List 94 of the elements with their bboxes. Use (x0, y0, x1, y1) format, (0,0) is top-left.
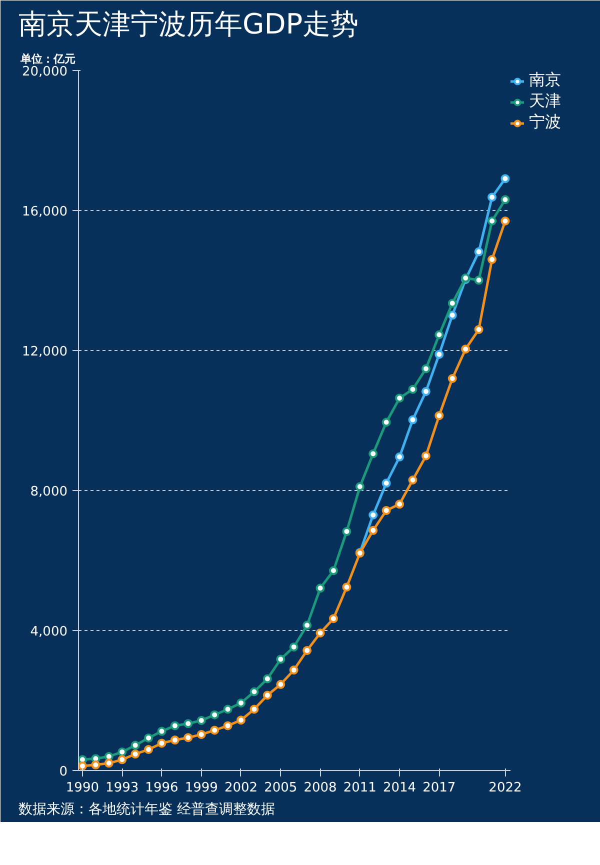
point (170, 736, 180, 745)
point (236, 716, 246, 725)
point (328, 566, 338, 576)
point (210, 710, 220, 720)
point (488, 255, 497, 264)
point (434, 411, 444, 420)
y-axis-title: 单位：亿元 (20, 52, 76, 66)
point (91, 760, 100, 770)
legend-label: 南京 (529, 70, 561, 91)
source-note: 数据来源：各地统计年鉴 经普查调整数据 (18, 800, 275, 818)
y-tick-label: 20,000 (22, 64, 68, 80)
point (250, 687, 259, 696)
point (395, 500, 404, 509)
point (382, 418, 391, 427)
point (382, 478, 391, 488)
point (461, 344, 470, 354)
point (78, 761, 87, 770)
point (250, 704, 259, 714)
point (316, 584, 325, 593)
point (262, 674, 272, 684)
point (328, 614, 338, 624)
point (395, 394, 404, 403)
legend-label: 宁波 (529, 112, 561, 133)
point (184, 733, 193, 742)
point (500, 174, 510, 184)
point (488, 216, 497, 226)
point (223, 721, 232, 730)
point (302, 646, 312, 655)
x-tick-label: 2008 (304, 780, 337, 796)
point (368, 526, 378, 535)
point (408, 384, 418, 394)
point (130, 750, 140, 759)
point (144, 733, 154, 742)
y-tick-label: 0 (59, 764, 68, 780)
point (474, 325, 484, 334)
point (382, 506, 391, 515)
point (355, 482, 364, 492)
point (276, 680, 286, 689)
point (434, 350, 444, 359)
point (368, 449, 378, 458)
x-tick-label: 2022 (488, 780, 522, 796)
y-tick-label: 16,000 (22, 204, 68, 220)
point (196, 730, 206, 739)
point (289, 666, 298, 675)
x-tick-label: 2014 (382, 780, 416, 796)
x-tick-label: 1996 (145, 780, 178, 796)
x-tick-label: 2005 (264, 780, 298, 796)
point (316, 628, 325, 638)
point (144, 745, 154, 754)
point (210, 726, 220, 735)
point (448, 298, 457, 308)
point (500, 195, 510, 204)
x-tick-label: 1993 (106, 780, 139, 796)
point (421, 386, 430, 396)
point (408, 415, 418, 424)
point (500, 216, 510, 226)
point (170, 721, 180, 730)
point (302, 620, 312, 630)
point (488, 192, 497, 202)
point (421, 451, 430, 460)
point (434, 330, 444, 340)
point (104, 758, 114, 768)
point (342, 526, 352, 536)
y-tick-label: 4,000 (30, 624, 68, 640)
point (421, 364, 430, 374)
point (408, 476, 418, 484)
point (157, 738, 166, 748)
point (196, 716, 206, 725)
point (448, 310, 457, 320)
x-tick-label: 2017 (422, 780, 456, 796)
chart-title: 南京天津宁波历年GDP走势 (18, 8, 359, 40)
point (157, 726, 166, 736)
y-tick-label: 8,000 (30, 484, 68, 500)
point (118, 747, 127, 756)
point (289, 642, 298, 652)
x-tick-label: 2002 (224, 780, 258, 796)
point (118, 755, 127, 764)
point (342, 582, 352, 592)
point (184, 719, 193, 728)
point (395, 452, 404, 462)
point (236, 698, 246, 708)
point (474, 276, 484, 285)
point (448, 374, 457, 383)
legend-label: 天津 (529, 91, 561, 112)
point (130, 740, 140, 750)
point (368, 510, 378, 520)
point (474, 247, 484, 256)
x-tick-label: 2011 (343, 780, 376, 796)
x-tick-label: 1999 (184, 780, 218, 796)
point (223, 704, 232, 714)
point (276, 654, 286, 664)
point (262, 690, 272, 700)
x-tick-label: 1990 (66, 780, 100, 796)
y-tick-label: 12,000 (22, 344, 68, 360)
